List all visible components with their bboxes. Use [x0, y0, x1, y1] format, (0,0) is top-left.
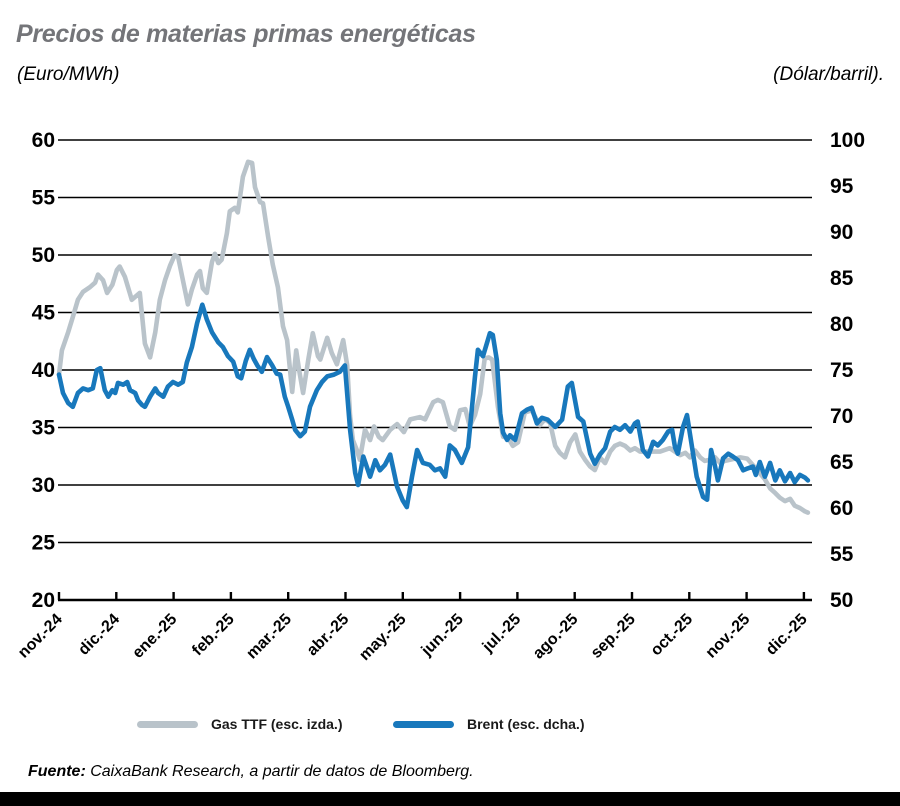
- left-axis-unit-label: (Euro/MWh): [17, 64, 120, 85]
- x-tick-label: nov.-24: [15, 611, 66, 662]
- y-right-tick-label: 75: [830, 359, 854, 382]
- legend-item-brent: Brent (esc. dcha.): [393, 716, 584, 732]
- y-right-tick-label: 80: [830, 313, 853, 336]
- series-brent-esc-dcha: [56, 302, 811, 510]
- y-left-tick-label: 35: [32, 417, 56, 440]
- x-tick-label: ago.-25: [530, 611, 582, 663]
- x-tick-label: oct.-25: [648, 611, 697, 660]
- y-right-tick-label: 50: [830, 589, 853, 612]
- y-left-tick-label: 25: [32, 532, 56, 555]
- legend-label-brent: Brent (esc. dcha.): [467, 716, 585, 732]
- legend-label-gas-ttf: Gas TTF (esc. izda.): [211, 716, 343, 732]
- x-tick-label: sep.-25: [588, 611, 639, 662]
- y-right-tick-label: 100: [830, 129, 865, 152]
- legend-item-gas-ttf: Gas TTF (esc. izda.): [137, 716, 342, 732]
- x-tick-label: mar.-25: [243, 611, 295, 663]
- x-tick-label: may.-25: [356, 611, 409, 664]
- y-left-tick-label: 45: [32, 302, 56, 325]
- source-text: CaixaBank Research, a partir de datos de…: [85, 763, 474, 780]
- x-tick-label: jul.-25: [479, 611, 524, 656]
- y-left-tick-label: 20: [32, 589, 55, 612]
- y-left-tick-label: 60: [32, 129, 55, 152]
- x-tick-label: feb.-25: [189, 611, 238, 660]
- x-tick-label: ene.-25: [129, 611, 180, 662]
- gas-ttf-swatch: [137, 720, 198, 728]
- x-tick-label: nov.-25: [703, 611, 754, 662]
- y-right-tick-label: 85: [830, 267, 854, 290]
- y-right-tick-label: 60: [830, 497, 853, 520]
- x-tick-label: abr.-25: [304, 611, 353, 660]
- source-note: Fuente: CaixaBank Research, a partir de …: [28, 763, 474, 781]
- x-tick-label: dic.-25: [763, 611, 811, 659]
- x-tick-label: jun.-25: [418, 611, 467, 660]
- y-right-tick-label: 55: [830, 543, 854, 566]
- y-left-tick-label: 50: [32, 244, 55, 267]
- series-gas-ttf-esc-izda: [56, 159, 811, 515]
- y-right-tick-label: 95: [830, 175, 854, 198]
- page-title: Precios de materias primas energéticas: [16, 20, 476, 48]
- y-left-tick-label: 40: [32, 359, 55, 382]
- y-right-tick-label: 70: [830, 405, 853, 428]
- y-right-tick-label: 65: [830, 451, 854, 474]
- x-tick-label: dic.-24: [75, 611, 123, 659]
- bottom-rule: [0, 792, 900, 806]
- right-axis-unit-label: (Dólar/barril).: [773, 64, 884, 85]
- brent-swatch: [393, 720, 454, 728]
- y-left-tick-label: 55: [32, 187, 56, 210]
- source-label: Fuente:: [28, 763, 86, 780]
- y-left-tick-label: 30: [32, 474, 55, 497]
- y-right-tick-label: 90: [830, 221, 853, 244]
